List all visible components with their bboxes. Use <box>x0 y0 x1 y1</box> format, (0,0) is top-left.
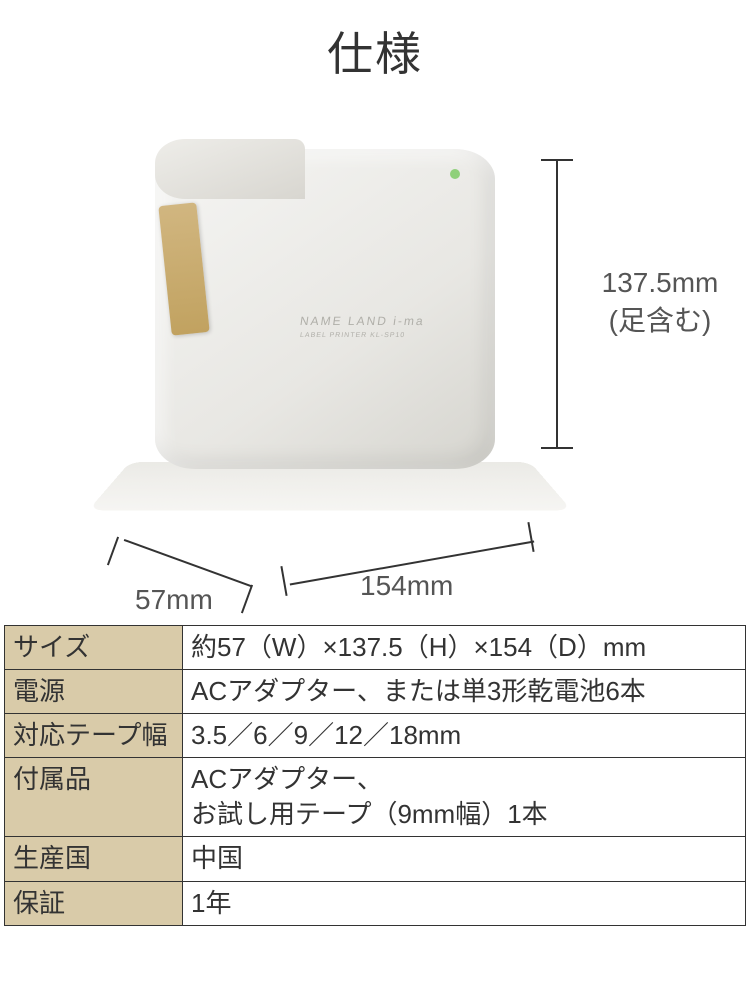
spec-value: 中国 <box>183 837 746 881</box>
dim-height-label: 137.5mm (足含む) <box>580 264 740 340</box>
spec-value: 3.5／6／9／12／18mm <box>183 714 746 758</box>
table-row: 対応テープ幅3.5／6／9／12／18mm <box>5 714 746 758</box>
spec-table-body: サイズ約57（W）×137.5（H）×154（D）mm電源ACアダプター、または… <box>5 626 746 926</box>
spec-table: サイズ約57（W）×137.5（H）×154（D）mm電源ACアダプター、または… <box>4 625 746 926</box>
spec-label: 対応テープ幅 <box>5 714 183 758</box>
spec-label: 電源 <box>5 670 183 714</box>
dim-height-cap-top <box>541 159 573 161</box>
spec-value: ACアダプター、 お試し用テープ（9mm幅）1本 <box>183 758 746 837</box>
dim-width-label: 57mm <box>135 584 213 616</box>
dim-height-note: (足含む) <box>609 305 712 336</box>
table-row: サイズ約57（W）×137.5（H）×154（D）mm <box>5 626 746 670</box>
spec-value: ACアダプター、または単3形乾電池6本 <box>183 670 746 714</box>
dim-width-cap-right <box>241 585 253 614</box>
power-led-icon <box>450 169 460 179</box>
dimension-diagram: NAME LAND i-ma LABEL PRINTER KL-SP10 137… <box>0 84 750 624</box>
spec-label: 生産国 <box>5 837 183 881</box>
device-top <box>155 139 305 199</box>
page-title: 仕様 <box>0 0 750 84</box>
dim-width-cap-left <box>107 537 119 566</box>
device-shadow <box>88 462 572 510</box>
dim-height-cap-bottom <box>541 447 573 449</box>
spec-value: 1年 <box>183 881 746 925</box>
table-row: 電源ACアダプター、または単3形乾電池6本 <box>5 670 746 714</box>
spec-label: 保証 <box>5 881 183 925</box>
table-row: 生産国中国 <box>5 837 746 881</box>
dim-depth-label: 154mm <box>360 570 453 602</box>
spec-label: サイズ <box>5 626 183 670</box>
table-row: 保証1年 <box>5 881 746 925</box>
dim-height-value: 137.5mm <box>602 267 719 298</box>
dim-depth-cap-left <box>280 566 287 596</box>
spec-value: 約57（W）×137.5（H）×154（D）mm <box>183 626 746 670</box>
device-logo: NAME LAND i-ma <box>299 314 426 328</box>
dim-depth-cap-right <box>527 522 534 552</box>
dim-height-line <box>556 159 558 449</box>
table-row: 付属品ACアダプター、 お試し用テープ（9mm幅）1本 <box>5 758 746 837</box>
dim-width-line <box>124 539 252 587</box>
spec-label: 付属品 <box>5 758 183 837</box>
device-logo-sub: LABEL PRINTER KL-SP10 <box>300 332 406 339</box>
